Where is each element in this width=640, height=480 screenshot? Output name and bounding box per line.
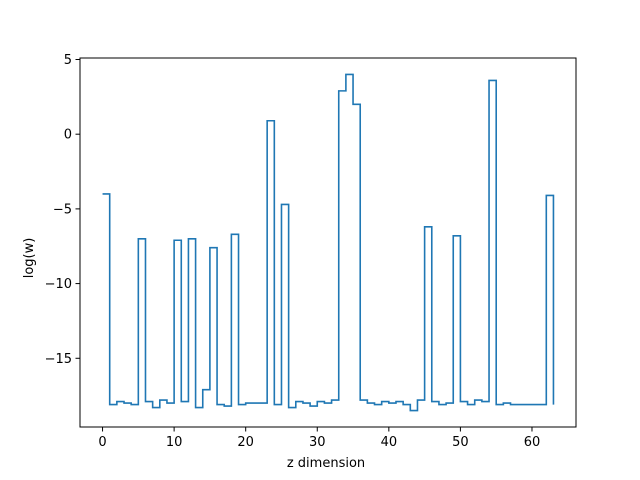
plot-frame: [79, 57, 577, 428]
x-tick-label-0: 0: [98, 435, 106, 450]
x-tick-label-20: 20: [237, 435, 254, 450]
y-tick-label-2: −5: [53, 202, 72, 217]
x-tick-label-40: 40: [381, 435, 398, 450]
y-axis-label: log(w): [22, 238, 37, 279]
x-tick-label-60: 60: [524, 435, 541, 450]
plot-area: [102, 73, 555, 412]
x-axis-label: z dimension: [287, 456, 365, 471]
y-tick-label-0: 5: [64, 53, 72, 68]
y-tick-label-1: 0: [64, 128, 72, 143]
x-tick-label-50: 50: [452, 435, 469, 450]
y-tick-label-4: −15: [45, 352, 72, 367]
y-tick-label-3: −10: [45, 277, 72, 292]
x-tick-label-10: 10: [166, 435, 183, 450]
series-line-0: [102, 73, 555, 412]
x-tick-label-30: 30: [309, 435, 326, 450]
